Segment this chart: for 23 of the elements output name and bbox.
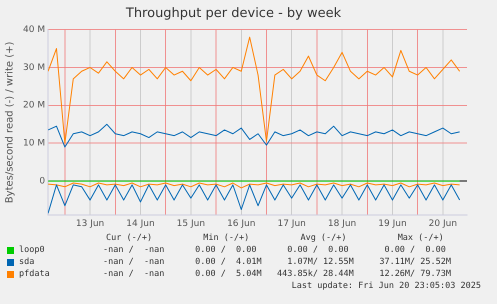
x-tick-label: 13 Jun <box>76 218 104 229</box>
x-tick-label: 15 Jun <box>176 218 206 229</box>
x-tick-label: 16 Jun <box>227 218 256 229</box>
y-tick-label: 30 M <box>23 62 46 73</box>
text: -nan / -nan 0.00 / 4.01M 1.07M/ 12.55M 37.11M/ 25.52M <box>103 256 451 268</box>
x-tick-label: 17 Jun <box>277 218 306 229</box>
x-tick-label: 20 Jun <box>428 218 458 229</box>
legend-label: loop0 <box>18 244 46 256</box>
legend-label: pfdata <box>18 268 51 280</box>
chart-title: Throughput per device - by week <box>124 6 342 22</box>
y-tick-label: 40 M <box>23 24 46 35</box>
y-tick-label: 0 <box>39 176 46 186</box>
legend-label: sda <box>18 256 36 268</box>
x-tick-label: 19 Jun <box>378 218 407 229</box>
y-axis-title: Bytes/second read (-) / write (+) <box>4 42 16 204</box>
y-tick-label: 10 M <box>23 138 46 149</box>
x-tick-label: 14 Jun <box>126 218 155 229</box>
text: Cur (-/+) Min (-/+) Avg (-/+) Max (-/+) <box>105 232 445 244</box>
text: Last update: Fri Jun 20 23:05:03 2025 <box>290 280 482 292</box>
x-tick-label: 18 Jun <box>328 218 356 229</box>
y-tick-label: 20 M <box>23 100 46 111</box>
text: -nan / -nan 0.00 / 5.04M 443.85k/ 28.44M 12.26M/ 79.73M <box>103 268 451 280</box>
text: -nan / -nan 0.00 / 0.00 0.00 / 0.00 0.00 / 0.00 <box>103 244 446 256</box>
